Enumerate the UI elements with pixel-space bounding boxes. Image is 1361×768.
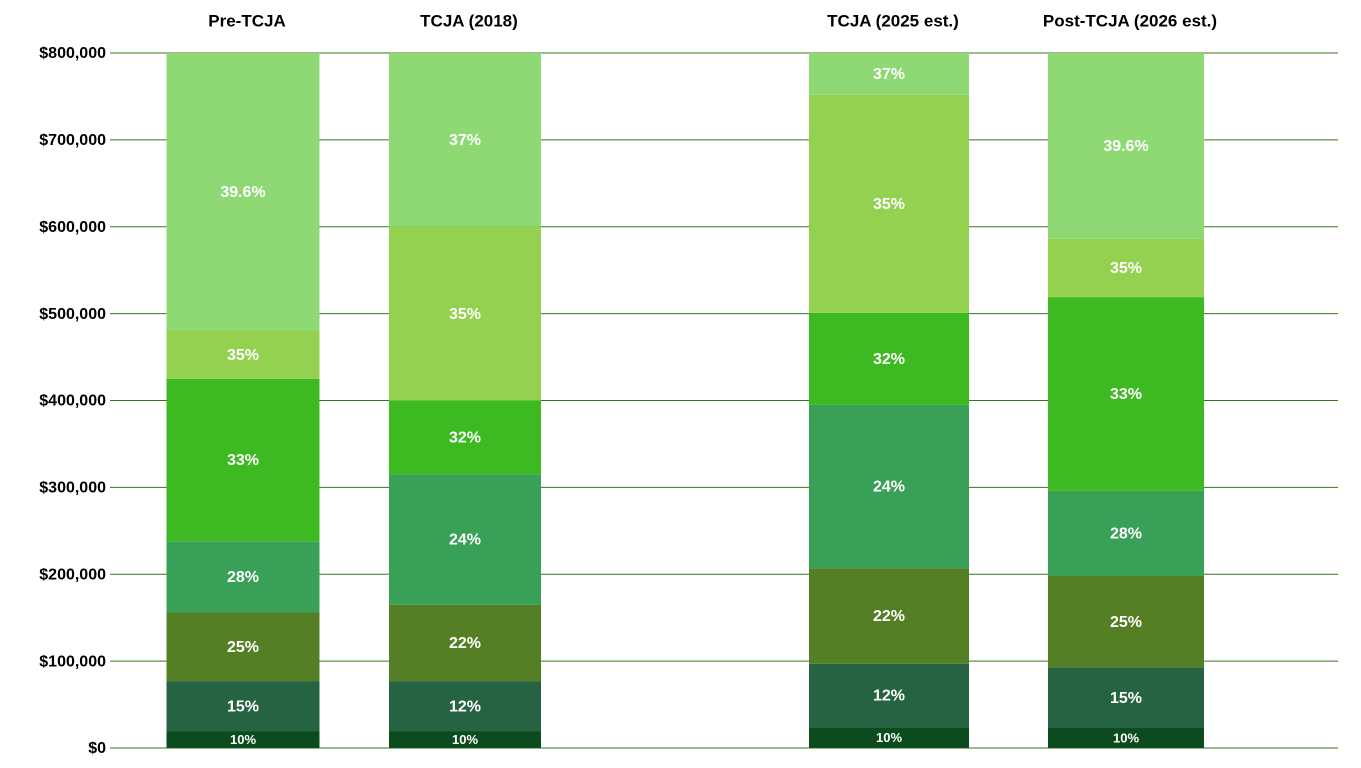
bar-segment <box>389 604 541 682</box>
bar-segment <box>1048 667 1204 729</box>
bar-segment <box>809 94 969 313</box>
segment-label: 35% <box>227 347 259 364</box>
bar-segment <box>1048 53 1204 239</box>
bar-segment <box>809 312 969 405</box>
segment-label: 22% <box>449 635 481 652</box>
bar-segment <box>166 612 320 682</box>
segment-label: 28% <box>227 569 259 586</box>
bar-segment <box>809 663 969 728</box>
bar-segment <box>809 727 969 748</box>
segment-label: 35% <box>449 306 481 323</box>
segment-label: 15% <box>1110 690 1142 707</box>
bar-segment <box>809 53 969 95</box>
y-tick-label: $400,000 <box>39 393 106 410</box>
bar-segment <box>1048 728 1204 748</box>
bar-segment <box>166 53 320 331</box>
segment-label: 33% <box>227 452 259 469</box>
bar-segment <box>1048 238 1204 298</box>
segment-label: 39.6% <box>220 184 265 201</box>
y-tick-label: $800,000 <box>39 45 106 62</box>
segment-label: 10% <box>230 732 256 747</box>
bar-segment <box>809 568 969 664</box>
segment-label: 10% <box>876 730 902 745</box>
segment-label: 37% <box>873 66 905 83</box>
bar-segment <box>389 681 541 732</box>
segment-label: 33% <box>1110 386 1142 403</box>
y-tick-label: $500,000 <box>39 306 106 323</box>
segment-label: 35% <box>873 196 905 213</box>
y-tick-label: $200,000 <box>39 566 106 583</box>
bar-segment <box>389 400 541 475</box>
bar-segment <box>389 731 541 748</box>
y-tick-label: $0 <box>88 740 106 757</box>
bar-segment <box>1048 297 1204 491</box>
y-tick-label: $600,000 <box>39 219 106 236</box>
bar-segment <box>809 404 969 569</box>
bar-segment <box>389 474 541 605</box>
segment-label: 37% <box>449 132 481 149</box>
segment-label: 35% <box>1110 260 1142 277</box>
bar-segment <box>389 226 541 401</box>
segment-label: 24% <box>873 479 905 496</box>
segment-label: 39.6% <box>1103 138 1148 155</box>
category-label: TCJA (2018) <box>420 11 518 30</box>
segment-label: 24% <box>449 532 481 549</box>
segment-label: 12% <box>449 699 481 716</box>
bar-segment <box>389 53 541 227</box>
segment-label: 28% <box>1110 526 1142 543</box>
segment-label: 32% <box>449 430 481 447</box>
category-label: Pre-TCJA <box>208 11 285 30</box>
bar-segment <box>166 378 320 542</box>
y-tick-label: $300,000 <box>39 480 106 497</box>
segment-label: 32% <box>873 351 905 368</box>
segment-label: 15% <box>227 699 259 716</box>
segment-label: 12% <box>873 688 905 705</box>
segment-label: 25% <box>227 639 259 656</box>
y-tick-label: $700,000 <box>39 132 106 149</box>
bar-segment <box>1048 575 1204 668</box>
segment-label: 10% <box>1113 730 1139 745</box>
segment-label: 10% <box>452 732 478 747</box>
bar-segment <box>1048 490 1204 576</box>
segment-label: 25% <box>1110 614 1142 631</box>
category-label: Post-TCJA (2026 est.) <box>1043 11 1217 30</box>
y-tick-label: $100,000 <box>39 653 106 670</box>
segment-label: 22% <box>873 608 905 625</box>
bar-segment <box>166 331 320 379</box>
bar-segment <box>166 541 320 613</box>
bar-segment <box>166 731 320 748</box>
bar-segment <box>166 681 320 732</box>
category-label: TCJA (2025 est.) <box>827 11 959 30</box>
